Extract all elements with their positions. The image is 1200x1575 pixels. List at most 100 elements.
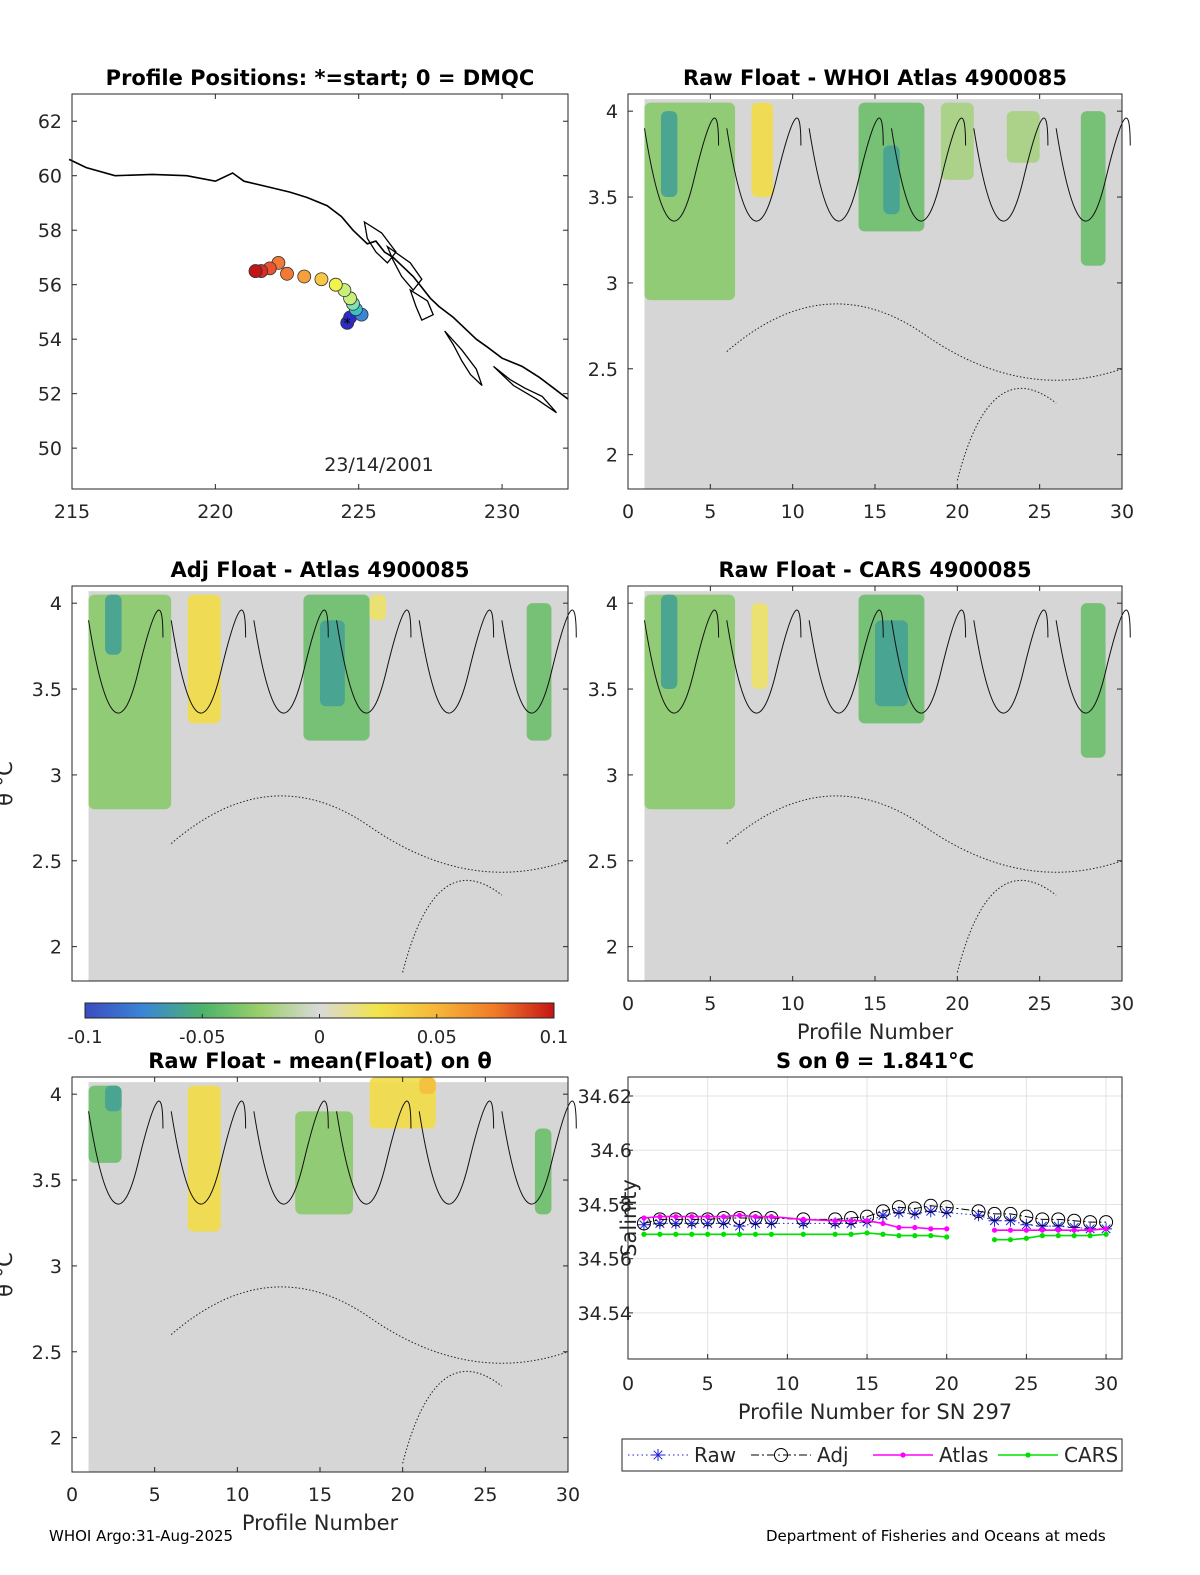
salinity-point-raw bbox=[892, 1206, 905, 1219]
raw_mean-anomaly-patch bbox=[534, 1128, 552, 1215]
legend-marker-adj bbox=[774, 1448, 788, 1462]
salinity-point-atlas bbox=[912, 1224, 918, 1231]
salinity-xtick-label: 10 bbox=[775, 1373, 799, 1395]
raw_whoi-ytick-label: 2 bbox=[606, 445, 618, 467]
salinity-axes-frame bbox=[627, 1076, 1123, 1360]
raw_mean-xlabel: Profile Number bbox=[242, 1511, 399, 1535]
map-profile-point bbox=[248, 264, 263, 278]
raw_cars-xlabel: Profile Number bbox=[797, 1020, 954, 1044]
salinity-point-cars bbox=[1055, 1233, 1061, 1239]
salinity-point-atlas bbox=[848, 1218, 854, 1224]
salinity-point-cars bbox=[752, 1231, 759, 1237]
salinity-point-raw bbox=[669, 1217, 682, 1230]
adj_atlas-ytick-label: 2 bbox=[50, 937, 62, 959]
salinity-ytick-label: 34.56 bbox=[578, 1249, 632, 1271]
salinity-point-cars bbox=[1023, 1235, 1029, 1241]
salinity-point-raw bbox=[1020, 1218, 1033, 1231]
coastline-island bbox=[385, 244, 423, 292]
map-profile-point bbox=[314, 272, 329, 287]
adj_atlas-contour-solid bbox=[88, 609, 577, 714]
map-ytick-label: 58 bbox=[38, 220, 62, 242]
map-profile-point bbox=[280, 266, 294, 281]
raw_whoi-anomaly-patch bbox=[940, 102, 974, 180]
raw_mean-ytick-label: 4 bbox=[50, 1084, 62, 1106]
salinity-point-cars bbox=[705, 1231, 711, 1237]
salinity-point-adj bbox=[652, 1212, 667, 1227]
coastline-island bbox=[409, 288, 435, 321]
raw_cars-xtick-label: 25 bbox=[1028, 993, 1052, 1015]
raw_whoi-anomaly-patch bbox=[751, 102, 773, 198]
salinity-point-adj bbox=[732, 1211, 747, 1225]
salinity-background bbox=[628, 1077, 1122, 1359]
salinity-point-cars bbox=[1103, 1231, 1109, 1237]
salinity-point-raw bbox=[765, 1217, 778, 1230]
salinity-point-raw bbox=[972, 1209, 985, 1222]
salinity-point-raw bbox=[685, 1217, 698, 1230]
salinity-point-adj bbox=[939, 1200, 954, 1215]
salinity-point-raw bbox=[701, 1217, 714, 1230]
raw_whoi-ytick-label: 4 bbox=[606, 101, 618, 123]
adj_atlas-anomaly-patch bbox=[105, 594, 122, 655]
salinity-ytick-label: 34.62 bbox=[578, 1086, 632, 1108]
colorbar-tick-label: -0.1 bbox=[67, 1027, 102, 1048]
raw_mean-xtick-label: 25 bbox=[473, 1484, 497, 1506]
salinity-point-cars bbox=[1007, 1237, 1014, 1243]
salinity-point-cars bbox=[832, 1231, 838, 1237]
adj_atlas-axes-frame bbox=[71, 585, 569, 982]
salinity-point-atlas bbox=[705, 1214, 711, 1220]
legend-marker-raw bbox=[652, 1449, 664, 1461]
adj_atlas-ytick-label: 3.5 bbox=[32, 679, 62, 701]
legend-label-adj: Adj bbox=[817, 1443, 849, 1467]
raw_whoi-xtick-label: 5 bbox=[704, 501, 716, 523]
map-axes-frame bbox=[71, 93, 569, 490]
salinity-series-adj bbox=[643, 1205, 1107, 1224]
raw_whoi-xtick-label: 15 bbox=[863, 501, 887, 523]
salinity-xtick-label: 5 bbox=[702, 1373, 714, 1395]
map-start-marker: * bbox=[344, 316, 351, 332]
raw_cars-ytick-label: 2 bbox=[606, 937, 618, 959]
salinity-point-atlas bbox=[736, 1212, 743, 1218]
map-title: Profile Positions: *=start; 0 = DMQC bbox=[106, 66, 535, 90]
raw_cars-xtick-label: 20 bbox=[945, 993, 969, 1015]
salinity-point-raw bbox=[749, 1217, 762, 1230]
salinity-series-atlas bbox=[643, 1214, 947, 1230]
salinity-point-adj bbox=[748, 1211, 763, 1225]
adj_atlas-anomaly-patch bbox=[187, 594, 221, 724]
raw_mean-ytick-label: 2 bbox=[50, 1428, 62, 1450]
salinity-point-cars bbox=[736, 1231, 743, 1237]
map-xtick-label: 225 bbox=[341, 501, 377, 523]
salinity-point-cars bbox=[1039, 1233, 1045, 1239]
coastline-mainland bbox=[68, 158, 569, 400]
raw_cars-ytick-label: 3.5 bbox=[588, 679, 618, 701]
footer-right: Department of Fisheries and Oceans at me… bbox=[766, 1527, 1106, 1545]
salinity-point-raw bbox=[733, 1220, 746, 1233]
colorbar-tick-label: 0.05 bbox=[417, 1027, 457, 1048]
raw_mean-xtick-label: 20 bbox=[391, 1484, 415, 1506]
salinity-point-adj bbox=[1035, 1212, 1050, 1227]
salinity-point-atlas bbox=[864, 1218, 870, 1224]
salinity-point-adj bbox=[1003, 1206, 1018, 1221]
raw_cars-title: Raw Float - CARS 4900085 bbox=[718, 558, 1031, 582]
salinity-point-adj bbox=[668, 1212, 683, 1227]
salinity-point-adj bbox=[891, 1200, 906, 1215]
raw_whoi-ytick-label: 3.5 bbox=[588, 187, 618, 209]
adj_atlas-ytick-label: 3 bbox=[50, 765, 62, 787]
raw_cars-anomaly-patch bbox=[660, 594, 678, 690]
salinity-point-atlas bbox=[1039, 1227, 1045, 1233]
raw_mean-anomaly-patch bbox=[419, 1077, 436, 1095]
salinity-ytick-label: 34.58 bbox=[578, 1194, 632, 1216]
salinity-xtick-label: 20 bbox=[935, 1373, 959, 1395]
raw_cars-xtick-label: 15 bbox=[863, 993, 887, 1015]
raw_cars-contour-solid bbox=[643, 609, 1131, 714]
salinity-series-cars bbox=[643, 1232, 947, 1238]
raw_whoi-ytick-label: 3 bbox=[606, 273, 618, 295]
salinity-point-raw bbox=[797, 1217, 810, 1230]
raw_mean-xtick-label: 15 bbox=[308, 1484, 332, 1506]
salinity-point-adj bbox=[923, 1198, 938, 1213]
salinity-point-atlas bbox=[1055, 1227, 1061, 1233]
raw_mean-ytick-label: 2.5 bbox=[32, 1342, 62, 1364]
salinity-point-atlas bbox=[944, 1226, 950, 1232]
salinity-point-adj bbox=[1019, 1209, 1034, 1224]
raw_mean-anomaly-patch bbox=[105, 1085, 122, 1112]
